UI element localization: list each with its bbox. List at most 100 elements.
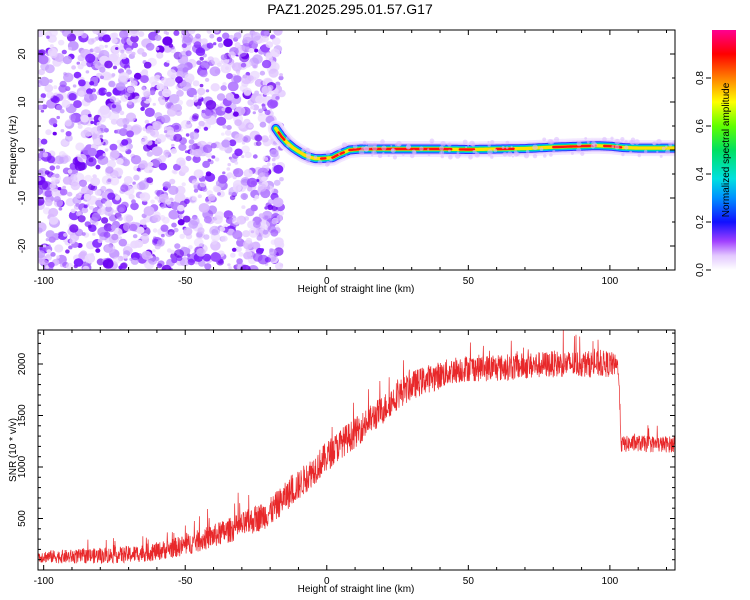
snr-xtick-label: 0 <box>324 576 330 587</box>
noise-blob <box>143 144 152 152</box>
noise-blob <box>207 56 214 62</box>
noise-blob <box>161 114 171 124</box>
noise-blob <box>170 148 177 154</box>
noise-blob <box>216 36 223 43</box>
spectrogram-ytick-label: 20 <box>17 48 28 60</box>
spectrogram-ytick-label: 10 <box>17 96 28 108</box>
snr-x-axis: -100 -50 0 50 100 <box>34 330 668 587</box>
noise-blob <box>120 94 129 102</box>
noise-blob <box>123 214 133 223</box>
noise-blob <box>70 208 76 214</box>
noise-blob <box>70 181 81 191</box>
ridge-speckle <box>306 153 312 159</box>
noise-blob <box>81 32 88 39</box>
noise-blob <box>84 174 93 182</box>
colorbar-gradient <box>712 30 736 270</box>
noise-blob <box>48 236 56 243</box>
noise-blob <box>134 95 142 103</box>
noise-blob <box>174 249 185 258</box>
noise-blob <box>185 155 192 162</box>
noise-blob <box>207 158 212 162</box>
noise-blob <box>196 248 206 257</box>
noise-blob <box>236 258 243 265</box>
noise-blob <box>164 183 170 189</box>
noise-blob <box>181 43 187 48</box>
noise-blob <box>233 93 240 99</box>
noise-blob <box>154 74 161 81</box>
noise-blob <box>227 263 231 267</box>
noise-blob <box>217 42 224 48</box>
noise-blob <box>256 235 263 241</box>
noise-blob <box>146 125 154 132</box>
noise-blob <box>160 224 169 232</box>
ridge-speckle <box>329 158 333 162</box>
noise-blob <box>107 213 112 217</box>
noise-blob <box>199 83 204 88</box>
noise-blob <box>166 107 178 117</box>
noise-blob <box>65 131 72 137</box>
snr-xtick-label: -50 <box>178 576 193 587</box>
noise-blob <box>65 134 73 142</box>
noise-blob <box>248 227 259 238</box>
noise-blob <box>197 142 202 147</box>
colorbar-tick-label: 0.2 <box>695 215 706 229</box>
colorbar-label: Normalized spectral amplitude <box>721 82 732 217</box>
ridge-speckle <box>501 146 505 149</box>
noise-blob <box>197 125 202 130</box>
noise-blob <box>223 38 233 47</box>
noise-blob <box>116 139 122 144</box>
noise-blob <box>112 256 121 264</box>
noise-blob <box>199 181 207 188</box>
noise-blob <box>259 220 271 231</box>
noise-blob <box>114 195 121 201</box>
noise-blob <box>193 169 204 179</box>
noise-blob <box>40 109 45 113</box>
ridge-speckle <box>543 154 547 158</box>
ridge-speckle <box>409 153 415 159</box>
noise-blob <box>189 131 200 140</box>
noise-blob <box>261 225 266 230</box>
noise-blob <box>103 231 111 238</box>
noise-blob <box>173 30 180 36</box>
ridge-speckle <box>611 145 615 149</box>
noise-blob <box>166 60 170 64</box>
ridge-speckle <box>656 150 659 153</box>
noise-blob <box>278 210 285 216</box>
noise-blob <box>220 54 227 61</box>
noise-blob <box>222 82 227 87</box>
ridge-speckle <box>313 155 318 159</box>
spectrogram-y-axis: -20 -10 0 10 20 <box>17 29 675 271</box>
noise-blob <box>130 202 139 211</box>
noise-blob <box>61 49 67 55</box>
noise-blob <box>67 169 73 174</box>
noise-blob <box>247 186 253 192</box>
noise-blob <box>40 93 46 99</box>
noise-blob <box>167 69 177 78</box>
noise-blob <box>213 42 217 46</box>
noise-blob <box>118 238 128 247</box>
ridge-speckle <box>510 145 513 148</box>
snr-x-label: Height of straight line (km) <box>298 584 415 595</box>
noise-blob <box>62 30 72 37</box>
ridge-speckle <box>661 146 666 151</box>
noise-blob <box>216 93 226 101</box>
noise-blob <box>161 77 169 84</box>
noise-blob <box>241 74 252 85</box>
noise-blob <box>78 191 83 196</box>
snr-y-axis: 500 1000 1500 2000 <box>17 332 675 571</box>
noise-blob <box>234 148 243 157</box>
noise-blob <box>210 252 221 262</box>
noise-blob <box>52 96 60 104</box>
noise-blob <box>252 241 260 249</box>
noise-blob <box>193 94 197 99</box>
noise-blob <box>193 238 204 247</box>
noise-blob <box>252 54 263 64</box>
noise-blob <box>78 179 87 187</box>
noise-blob <box>42 152 48 158</box>
noise-blob <box>80 129 91 139</box>
noise-blob <box>234 42 241 48</box>
noise-blob <box>235 246 242 253</box>
noise-blob <box>107 192 116 200</box>
noise-blob <box>103 206 114 216</box>
